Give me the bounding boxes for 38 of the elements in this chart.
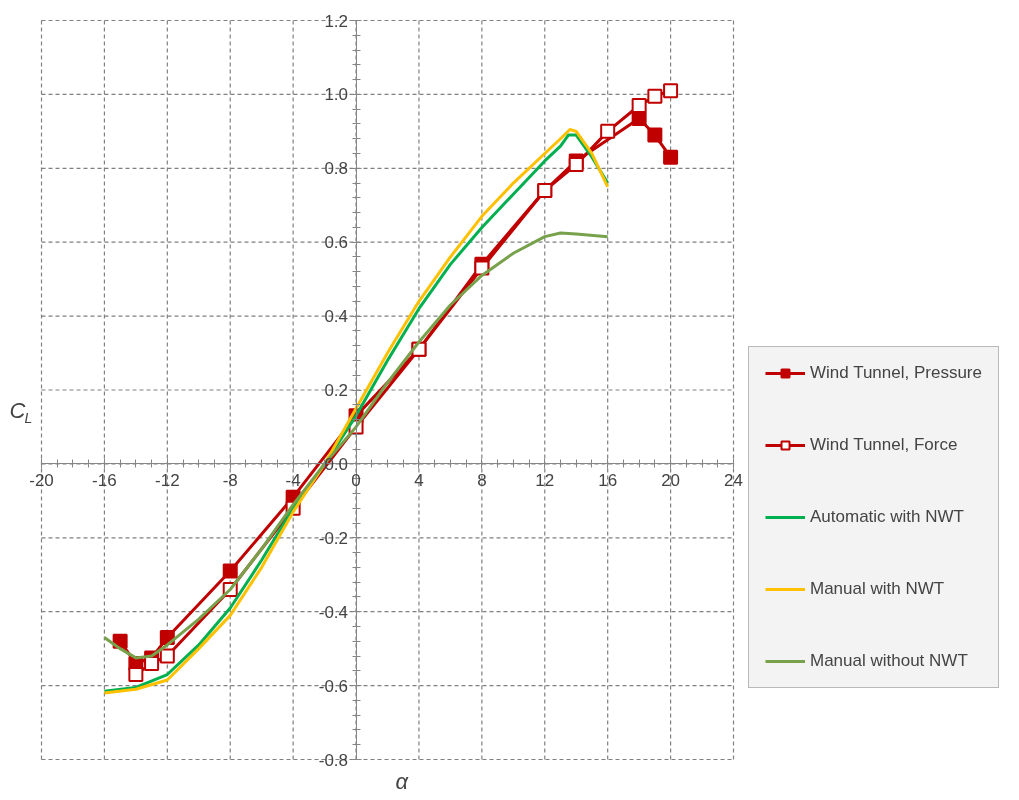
point [663, 149, 679, 165]
point [144, 655, 160, 671]
x-tick-label: -16 [92, 470, 117, 490]
y-tick-label: 1.0 [324, 85, 349, 105]
point [647, 127, 663, 143]
x-tick-label: -12 [155, 470, 180, 490]
point [568, 157, 584, 173]
legend-label: Automatic with NWT [810, 507, 964, 527]
point [631, 97, 647, 113]
legend-label: Manual without NWT [810, 651, 968, 671]
point [222, 563, 238, 579]
x-axis-title: α [395, 768, 410, 794]
point [128, 667, 144, 683]
x-tick-label: 12 [535, 470, 555, 490]
y-tick-label: 0.4 [324, 307, 349, 327]
x-tick-label: -8 [222, 470, 238, 490]
x-tick-label: -4 [285, 470, 301, 490]
y-tick-label: -0.2 [318, 528, 349, 548]
legend-label: Wind Tunnel, Force [810, 435, 958, 455]
x-tick-label: 20 [661, 470, 681, 490]
x-tick-label: -20 [29, 470, 54, 490]
y-tick-label: 0.2 [324, 381, 349, 400]
point [663, 83, 679, 99]
y-tick-label: -0.4 [318, 602, 349, 622]
y-tick-label: 0.8 [324, 159, 349, 179]
point [647, 88, 663, 104]
y-tick-label: 0.6 [324, 233, 349, 253]
point [600, 123, 616, 139]
point [159, 648, 175, 664]
legend-label: Wind Tunnel, Pressure [810, 363, 982, 383]
x-tick-label: 16 [598, 470, 618, 490]
y-tick-label: 1.2 [324, 11, 349, 31]
legend-label: Manual with NWT [810, 579, 945, 599]
x-tick-label: 24 [724, 470, 743, 490]
x-tick-label: 8 [477, 470, 487, 490]
y-tick-label: -0.8 [318, 750, 349, 770]
y-tick-label: -0.6 [318, 676, 349, 696]
x-tick-label: 4 [414, 470, 424, 490]
